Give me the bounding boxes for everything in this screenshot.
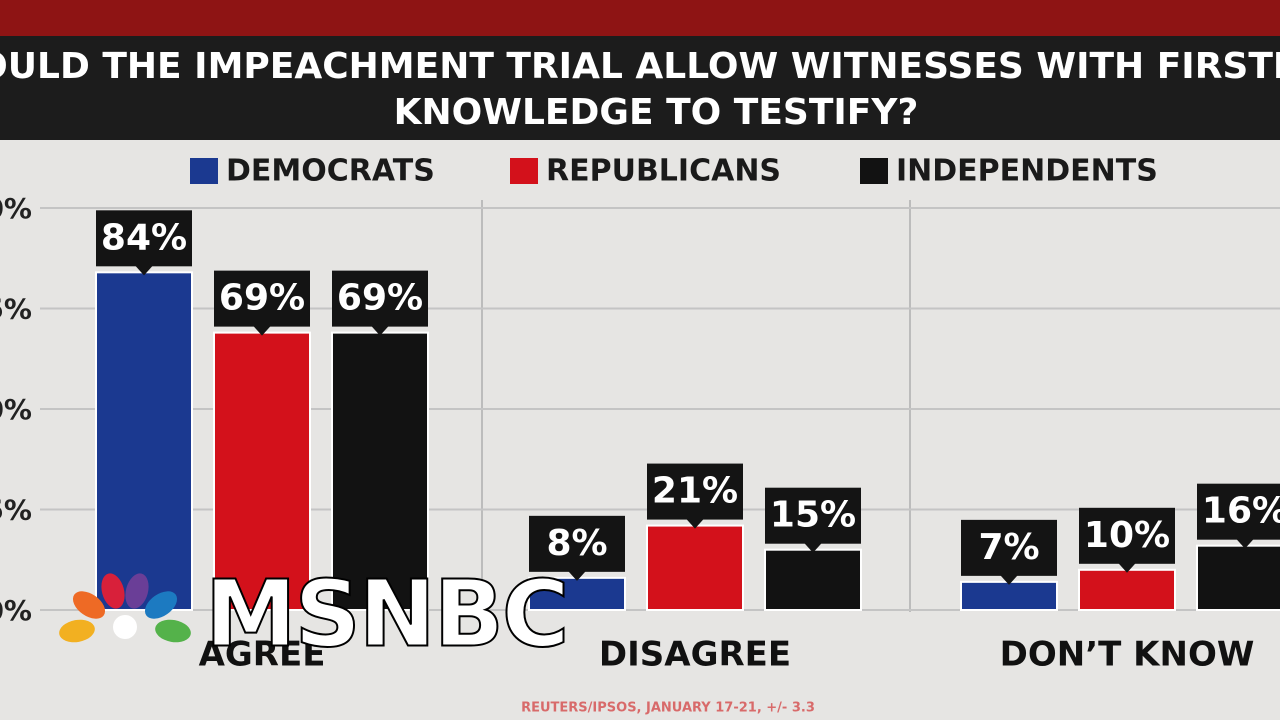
value-label-pointer <box>253 325 271 336</box>
y-tick-label: 50% <box>0 393 32 426</box>
value-label-box <box>96 210 192 267</box>
bar <box>331 331 429 611</box>
bar <box>646 524 744 612</box>
value-label-pointer <box>804 542 822 553</box>
value-label-box <box>765 487 861 544</box>
legend-swatch <box>860 158 888 184</box>
y-tick-label: 75% <box>0 293 32 326</box>
plot: 0% 25% 50% 75% 100% DEMOCRATS REPUBLICANS INDEP… <box>0 154 1280 675</box>
legend-label: INDEPENDENTS <box>896 154 1158 189</box>
value-label: 69% <box>337 278 423 319</box>
x-tick-label: DISAGREE <box>599 635 791 675</box>
top-strip <box>0 0 1280 38</box>
legend-label: REPUBLICANS <box>546 154 781 189</box>
value-label-box <box>1079 507 1175 564</box>
value-label-pointer <box>1118 562 1136 573</box>
value-label: 84% <box>101 217 187 258</box>
value-label-pointer <box>1000 574 1018 585</box>
logo: MSNBC <box>59 559 570 668</box>
chart-title: KNOWLEDGE TO TESTIFY? <box>394 92 919 133</box>
logo-text: MSNBC <box>205 560 567 667</box>
chart-title: SHOULD THE IMPEACHMENT TRIAL ALLOW WITNE… <box>0 46 1280 87</box>
value-label: 16% <box>1202 491 1280 532</box>
value-label-pointer <box>1236 538 1254 549</box>
bar <box>95 271 193 611</box>
value-label: 15% <box>770 495 856 536</box>
value-label-pointer <box>135 265 153 276</box>
value-label-pointer <box>371 325 389 336</box>
bar <box>764 548 862 612</box>
value-label-box <box>214 270 310 327</box>
value-label-box <box>1197 483 1280 540</box>
value-label-pointer <box>686 518 704 529</box>
value-label: 69% <box>219 278 305 319</box>
value-label-box <box>529 515 625 572</box>
value-label-box <box>647 463 743 520</box>
value-label-box <box>332 270 428 327</box>
x-tick-label: AGREE <box>199 635 326 675</box>
y-tick-label: 100% <box>0 192 32 225</box>
bar <box>1078 568 1176 611</box>
x-tick-label: DON’T KNOW <box>1000 635 1255 675</box>
y-tick-label: 25% <box>0 494 32 527</box>
value-label-pointer <box>568 570 586 581</box>
value-label: 8% <box>546 523 607 564</box>
legend-swatch <box>510 158 538 184</box>
source: REUTERS/IPSOS, JANUARY 17-21, +/- 3.3 <box>521 701 815 716</box>
legend-label: DEMOCRATS <box>226 154 435 189</box>
value-label: 21% <box>652 471 738 512</box>
bar <box>1196 544 1280 611</box>
bar <box>960 580 1058 611</box>
value-label: 10% <box>1084 515 1170 556</box>
peacock <box>59 573 191 643</box>
title-band <box>0 36 1280 140</box>
value-label-box <box>961 519 1057 576</box>
value-label: 7% <box>978 527 1039 568</box>
y-tick-label: 0% <box>0 594 32 627</box>
legend-swatch <box>190 158 218 184</box>
